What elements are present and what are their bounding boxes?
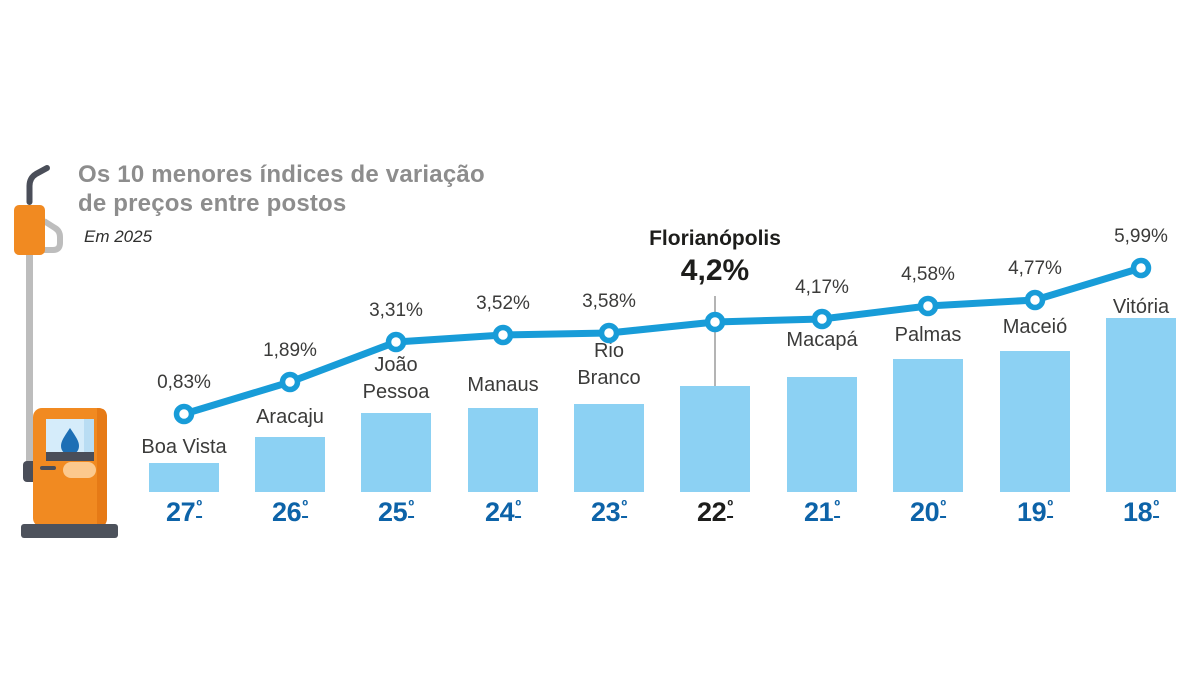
city-label-rio-branco: Rio Branco [577, 340, 641, 389]
value-label-palmas: 4,58% [901, 264, 955, 285]
fuel-pump-icon [14, 165, 118, 538]
data-point-marker-joao-pessoa [385, 331, 407, 353]
value-label-vitoria: 5,99% [1114, 226, 1168, 247]
data-point-marker-boa-vista [173, 403, 195, 425]
rank-label-boa-vista: 27º [166, 497, 202, 527]
water-drop-icon [61, 428, 79, 455]
data-point-marker-manaus [492, 324, 514, 346]
city-label-maceio: Maceió [1002, 316, 1068, 338]
value-label-boa-vista: 0,83% [157, 372, 211, 393]
pump-screen-shade [84, 419, 94, 461]
value-label-macapa: 4,17% [795, 277, 849, 298]
rank-label-joao-pessoa: 25º [378, 497, 414, 527]
highlight-city-label-florianopolis: Florianópolis [649, 227, 781, 250]
bar-maceio [1000, 351, 1070, 492]
value-label-manaus: 3,52% [476, 293, 530, 314]
rank-label-aracaju: 26º [272, 497, 308, 527]
nozzle-handle-icon [42, 218, 63, 253]
chart-title-line1: Os 10 menores índices de variação [78, 161, 485, 188]
pump-button [63, 462, 96, 478]
rank-label-maceio: 19º [1017, 497, 1053, 527]
bar-florianopolis [680, 386, 750, 492]
chart-title: Os 10 menores índices de variação de pre… [78, 160, 548, 218]
value-label-rio-branco: 3,58% [582, 291, 636, 312]
city-label-joao-pessoa: João Pessoa [362, 354, 430, 403]
bar-palmas [893, 359, 963, 492]
value-label-aracaju: 1,89% [263, 340, 317, 361]
rank-label-macapa: 21º [804, 497, 840, 527]
pump-screen-bar [46, 452, 94, 461]
data-point-marker-macapa [811, 308, 833, 330]
data-point-marker-maceio [1024, 289, 1046, 311]
data-point-marker-palmas [917, 295, 939, 317]
bar-joao-pessoa [361, 413, 431, 492]
city-label-vitoria: Vitória [1112, 296, 1170, 318]
city-label-boa-vista: Boa Vista [141, 436, 227, 458]
trend-line [180, 264, 1145, 418]
city-label-palmas: Palmas [894, 324, 962, 346]
pump-base [21, 524, 118, 538]
bar-macapa [787, 377, 857, 492]
bar-rio-branco [574, 404, 644, 492]
pump-body-shade [97, 408, 107, 527]
city-label-macapa: Macapá [786, 329, 858, 351]
rank-label-palmas: 20º [910, 497, 946, 527]
rank-label-vitoria: 18º [1123, 497, 1159, 527]
city-label-manaus: Manaus [467, 374, 539, 396]
nozzle-spout-icon [26, 165, 50, 205]
pump-slot [40, 466, 56, 470]
rank-label-florianopolis: 22º [697, 497, 733, 527]
nozzle-body-icon [14, 205, 45, 255]
chart-title-line2: de preços entre postos [78, 190, 347, 217]
rank-label-manaus: 24º [485, 497, 521, 527]
data-point-marker-florianopolis [704, 311, 726, 333]
data-point-marker-aracaju [279, 371, 301, 393]
value-label-maceio: 4,77% [1008, 258, 1062, 279]
highlight-value-label-florianopolis: 4,2% [680, 254, 750, 287]
chart-subtitle: Em 2025 [84, 227, 153, 246]
city-label-aracaju: Aracaju [256, 406, 324, 428]
bar-boa-vista [149, 463, 219, 492]
bar-vitoria [1106, 318, 1176, 492]
data-point-marker-vitoria [1130, 257, 1152, 279]
bar-aracaju [255, 437, 325, 492]
bar-manaus [468, 408, 538, 492]
title-block: Os 10 menores índices de variação de pre… [78, 160, 548, 247]
rank-label-rio-branco: 23º [591, 497, 627, 527]
value-label-joao-pessoa: 3,31% [369, 300, 423, 321]
